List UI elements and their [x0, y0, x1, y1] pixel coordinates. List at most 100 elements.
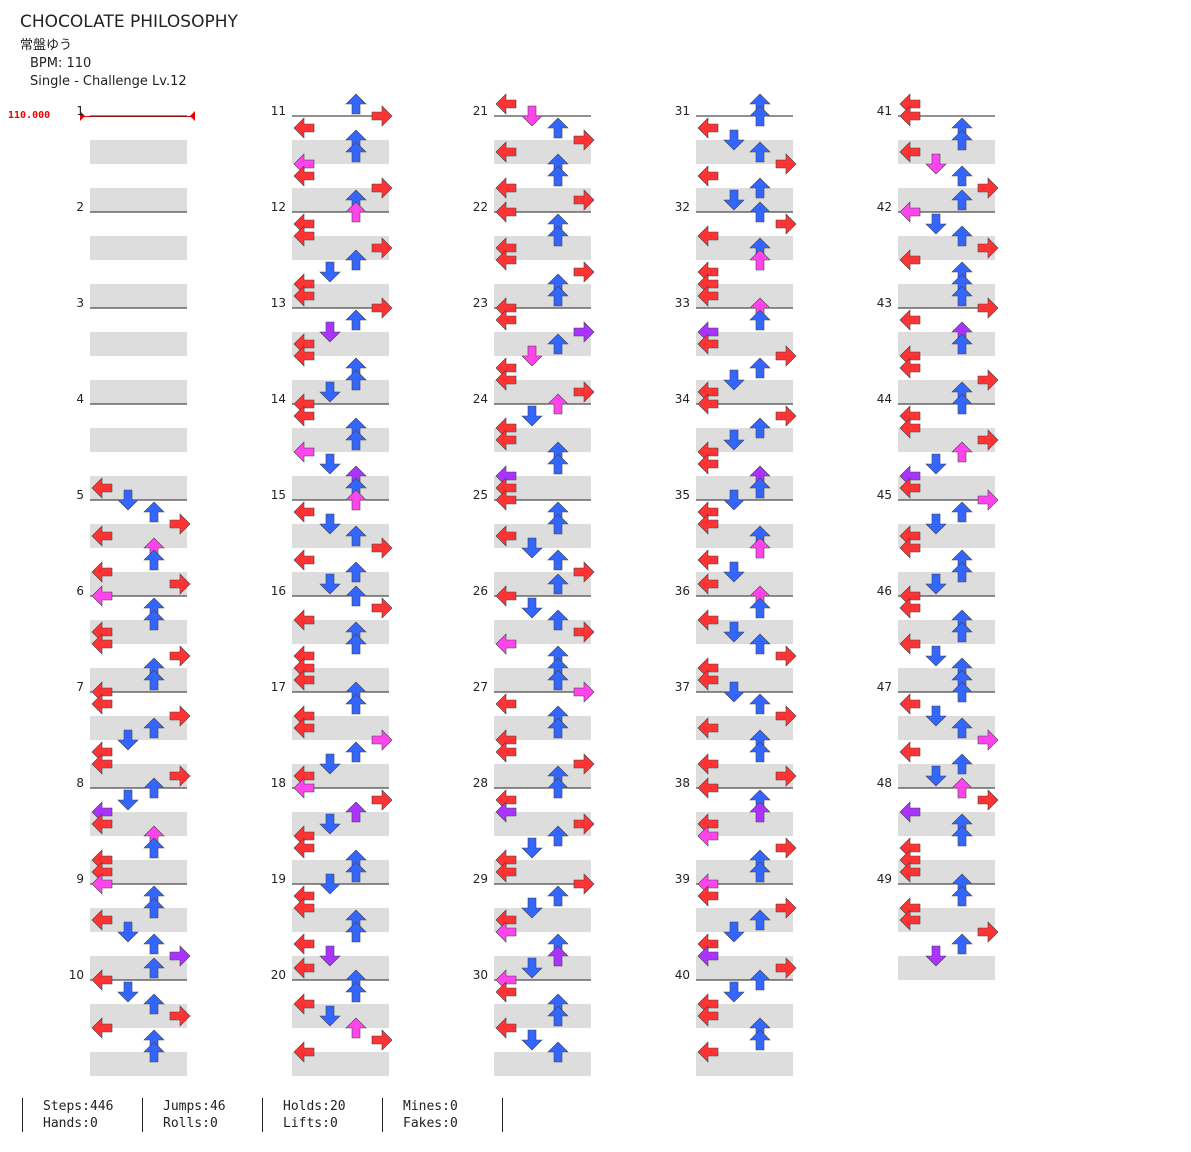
step-arrow-icon	[521, 345, 543, 367]
step-arrow-icon	[697, 885, 719, 907]
step-arrow-icon	[143, 777, 165, 799]
step-arrow-icon	[573, 873, 595, 895]
step-arrow-icon	[899, 861, 921, 883]
step-arrow-icon	[951, 681, 973, 703]
measure-13: 13	[271, 285, 393, 404]
measure-number: 14	[271, 392, 286, 406]
step-arrow-icon	[345, 801, 367, 823]
step-arrow-icon	[143, 933, 165, 955]
step-arrow-icon	[345, 93, 367, 115]
bpm-tick-left-icon	[80, 111, 85, 121]
step-arrow-icon	[723, 129, 745, 151]
measure-number: 12	[271, 200, 286, 214]
step-arrow-icon	[293, 669, 315, 691]
step-arrow-icon	[117, 489, 139, 511]
step-arrow-icon	[319, 573, 341, 595]
measure-number: 26	[473, 584, 488, 598]
beat-band	[898, 764, 995, 788]
step-arrow-icon	[749, 693, 771, 715]
step-arrow-icon	[169, 645, 191, 667]
step-arrow-icon	[495, 585, 517, 607]
measure-number: 21	[473, 104, 488, 118]
step-arrow-icon	[371, 237, 393, 259]
step-arrow-icon	[925, 213, 947, 235]
step-arrow-icon	[925, 153, 947, 175]
step-arrow-icon	[293, 717, 315, 739]
measure-number: 32	[675, 200, 690, 214]
step-arrow-icon	[143, 549, 165, 571]
step-arrow-icon	[371, 297, 393, 319]
step-arrow-icon	[495, 249, 517, 271]
step-arrow-icon	[319, 381, 341, 403]
step-arrow-icon	[775, 213, 797, 235]
step-arrow-icon	[775, 405, 797, 427]
step-arrow-icon	[749, 597, 771, 619]
step-arrow-icon	[117, 729, 139, 751]
step-arrow-icon	[749, 969, 771, 991]
measure-number: 9	[76, 872, 84, 886]
step-arrow-icon	[371, 177, 393, 199]
step-arrow-icon	[697, 453, 719, 475]
step-arrow-icon	[547, 117, 569, 139]
measure-number: 33	[675, 296, 690, 310]
step-arrow-icon	[775, 645, 797, 667]
measure-number: 7	[76, 680, 84, 694]
step-arrow-icon	[293, 933, 315, 955]
step-arrow-icon	[495, 525, 517, 547]
step-arrow-icon	[495, 369, 517, 391]
bpm-label: BPM: 110	[30, 56, 92, 71]
step-arrow-icon	[899, 909, 921, 931]
step-arrow-icon	[723, 489, 745, 511]
step-arrow-icon	[495, 429, 517, 451]
step-arrow-icon	[749, 105, 771, 127]
measure-7: 7	[76, 669, 191, 788]
measure-number: 19	[271, 872, 286, 886]
step-arrow-icon	[345, 309, 367, 331]
step-arrow-icon	[547, 549, 569, 571]
step-arrow-icon	[547, 1041, 569, 1063]
step-arrow-icon	[749, 741, 771, 763]
beat-band	[90, 140, 187, 164]
step-arrow-icon	[697, 333, 719, 355]
step-arrow-icon	[143, 717, 165, 739]
beat-band	[696, 188, 793, 212]
measure-number: 35	[675, 488, 690, 502]
step-arrow-icon	[143, 1041, 165, 1063]
bpm-change-marker: 110.000	[8, 110, 51, 121]
step-arrow-icon	[169, 705, 191, 727]
step-arrow-icon	[91, 1017, 113, 1039]
step-arrow-icon	[573, 813, 595, 835]
step-arrow-icon	[345, 585, 367, 607]
beat-band	[292, 860, 389, 884]
step-arrow-icon	[547, 609, 569, 631]
beat-band	[898, 956, 995, 980]
step-arrow-icon	[951, 561, 973, 583]
measure-number: 45	[877, 488, 892, 502]
step-arrow-icon	[547, 225, 569, 247]
step-arrow-icon	[749, 909, 771, 931]
step-arrow-icon	[169, 513, 191, 535]
step-arrow-icon	[899, 417, 921, 439]
step-arrow-icon	[521, 957, 543, 979]
measure-39: 39	[675, 861, 797, 980]
step-arrow-icon	[547, 945, 569, 967]
step-arrow-icon	[345, 249, 367, 271]
difficulty-label: Single - Challenge Lv.12	[30, 74, 187, 89]
step-arrow-icon	[925, 513, 947, 535]
beat-band	[898, 668, 995, 692]
step-arrow-icon	[345, 141, 367, 163]
step-arrow-icon	[749, 861, 771, 883]
stats-col-3: Holds:20 Lifts:0	[262, 1098, 393, 1132]
step-arrow-icon	[293, 165, 315, 187]
measure-41: 41	[877, 93, 999, 212]
step-arrow-icon	[697, 717, 719, 739]
measure-number: 31	[675, 104, 690, 118]
stat-lifts: Lifts:0	[283, 1116, 338, 1131]
measure-number: 48	[877, 776, 892, 790]
measure-6: 6	[76, 573, 191, 692]
step-arrow-icon	[723, 921, 745, 943]
beat-band	[90, 236, 187, 260]
step-arrow-icon	[143, 957, 165, 979]
step-arrow-icon	[749, 477, 771, 499]
step-arrow-icon	[345, 369, 367, 391]
